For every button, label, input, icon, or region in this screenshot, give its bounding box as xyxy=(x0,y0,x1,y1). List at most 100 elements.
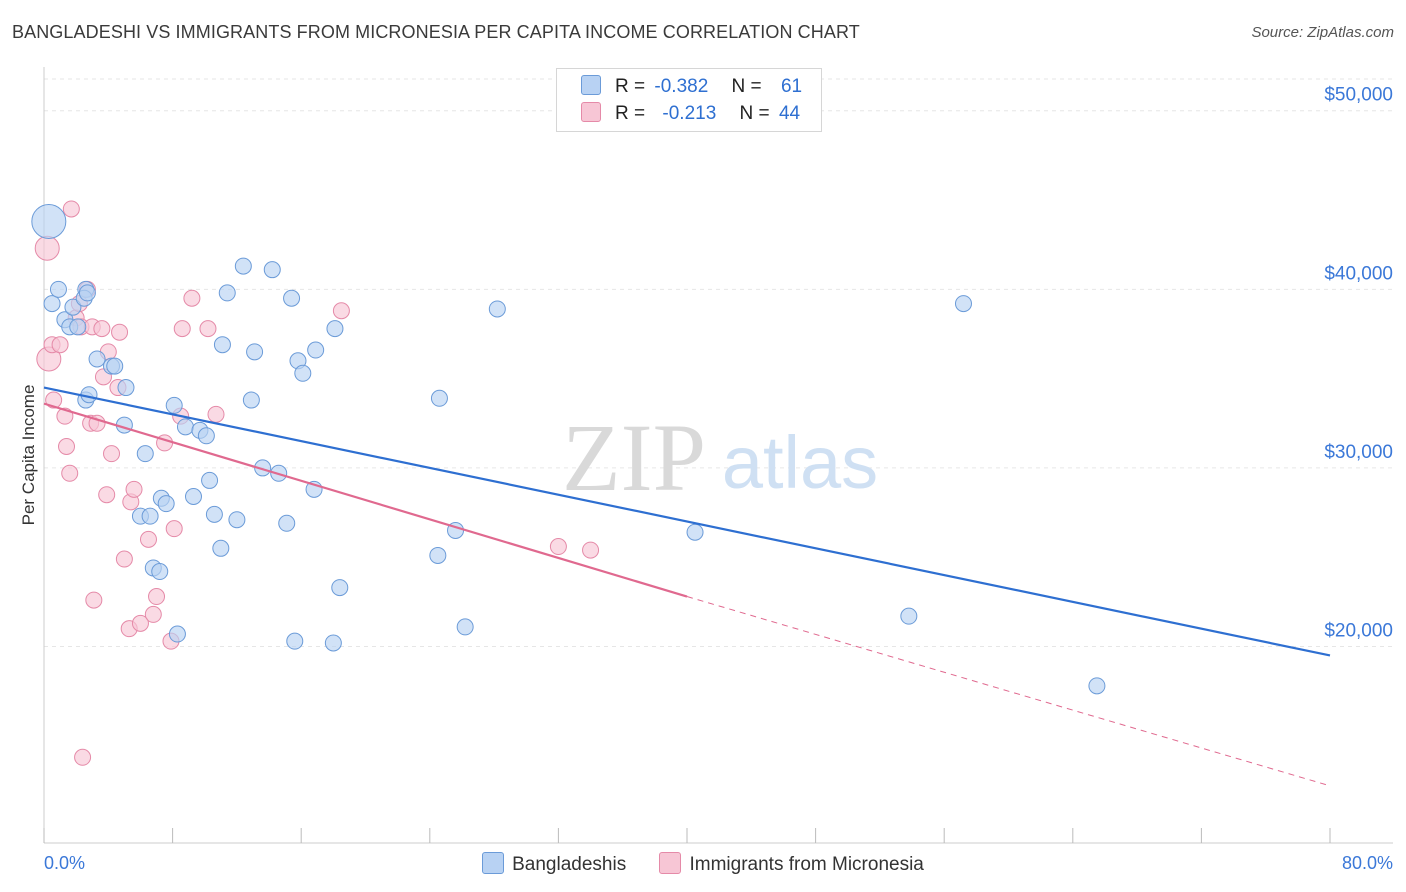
data-point-bangladeshis xyxy=(205,505,223,523)
legend-item-micronesia[interactable]: Immigrants from Micronesia xyxy=(659,852,924,876)
legend-r-label: R = xyxy=(615,76,646,97)
watermark: ZIP atlas xyxy=(562,404,878,511)
data-point-bangladeshis xyxy=(31,203,67,239)
data-point-bangladeshis xyxy=(294,364,312,382)
data-point-micronesia xyxy=(165,520,183,538)
legend-swatch-blue xyxy=(482,852,505,874)
data-point-bangladeshis xyxy=(165,396,183,414)
legend-row-micronesia: R = -0.213 N = 44 xyxy=(581,102,800,126)
data-point-bangladeshis xyxy=(213,336,231,354)
data-point-bangladeshis xyxy=(686,523,704,541)
data-point-micronesia xyxy=(549,538,567,556)
data-point-bangladeshis xyxy=(43,295,61,313)
data-point-bangladeshis xyxy=(168,625,186,643)
legend-row-bangladeshis: R = -0.382 N = 61 xyxy=(581,75,802,99)
data-point-bangladeshis xyxy=(157,495,175,513)
legend-swatch-pink xyxy=(581,102,601,122)
data-point-bangladeshis xyxy=(151,563,169,581)
stats-legend: R = -0.382 N = 61 R = -0.213 N = 44 xyxy=(556,68,822,132)
y-tick-label: $40,000 xyxy=(1324,263,1393,284)
legend-swatch-blue xyxy=(581,75,601,95)
data-point-bangladeshis xyxy=(197,427,215,445)
data-point-micronesia xyxy=(98,486,116,504)
data-point-bangladeshis xyxy=(234,257,252,275)
data-point-micronesia xyxy=(51,336,69,354)
data-point-micronesia xyxy=(199,320,217,338)
trend-line-micronesia xyxy=(43,402,688,598)
watermark-zip: ZIP xyxy=(562,404,706,511)
data-point-bangladeshis xyxy=(136,445,154,463)
data-point-micronesia xyxy=(62,200,80,218)
data-point-bangladeshis xyxy=(69,318,87,336)
y-axis-label: Per Capita Income xyxy=(19,385,38,526)
data-point-micronesia xyxy=(93,320,111,338)
trend-line-micronesia-extrapolated xyxy=(686,596,1331,787)
data-point-micronesia xyxy=(74,748,92,766)
chart-title: BANGLADESHI VS IMMIGRANTS FROM MICRONESI… xyxy=(12,22,860,42)
x-tick-label-min: 0.0% xyxy=(44,853,85,873)
data-point-bangladeshis xyxy=(78,284,96,302)
data-point-bangladeshis xyxy=(263,261,281,279)
data-point-bangladeshis xyxy=(429,546,447,564)
data-point-micronesia xyxy=(103,445,121,463)
y-tick-label: $30,000 xyxy=(1324,442,1393,463)
legend-r-value: -0.213 xyxy=(662,103,717,124)
data-point-micronesia xyxy=(332,302,350,320)
grid-lines xyxy=(44,78,1393,648)
data-point-bangladeshis xyxy=(331,579,349,597)
data-point-bangladeshis xyxy=(201,471,219,489)
trend-line-bangladeshis xyxy=(43,386,1331,657)
series-bangladeshis-points xyxy=(31,203,1106,695)
trend-lines xyxy=(43,386,1331,787)
watermark-atlas: atlas xyxy=(722,421,878,504)
data-point-bangladeshis xyxy=(106,357,124,375)
x-tick-label-max: 80.0% xyxy=(1342,853,1393,873)
data-point-micronesia xyxy=(111,323,129,341)
legend-n-value: 61 xyxy=(780,76,803,97)
axes xyxy=(43,67,1393,844)
data-point-micronesia xyxy=(173,320,191,338)
legend-n-label: N = xyxy=(739,103,770,124)
legend-swatch-pink xyxy=(659,852,682,874)
data-point-micronesia xyxy=(45,391,63,409)
data-point-bangladeshis xyxy=(184,488,202,506)
data-point-micronesia xyxy=(58,437,76,455)
data-point-micronesia xyxy=(125,480,143,498)
legend-n-label: N = xyxy=(731,76,762,97)
data-point-bangladeshis xyxy=(326,320,344,338)
data-point-micronesia xyxy=(34,235,60,261)
legend-label-bangladeshis: Bangladeshis xyxy=(512,854,627,875)
data-point-bangladeshis xyxy=(286,632,304,650)
chart-source: Source: ZipAtlas.com xyxy=(1251,24,1394,41)
data-point-bangladeshis xyxy=(283,289,301,307)
data-point-bangladeshis xyxy=(141,507,159,525)
data-point-bangladeshis xyxy=(88,350,106,368)
data-point-micronesia xyxy=(131,614,149,632)
data-point-micronesia xyxy=(61,464,79,482)
series-legend: Bangladeshis Immigrants from Micronesia xyxy=(0,852,1406,876)
legend-item-bangladeshis[interactable]: Bangladeshis xyxy=(482,852,626,876)
data-point-bangladeshis xyxy=(900,607,918,625)
data-point-bangladeshis xyxy=(430,389,448,407)
legend-r-label: R = xyxy=(615,103,646,124)
data-point-bangladeshis xyxy=(117,379,135,397)
data-point-bangladeshis xyxy=(246,343,264,361)
legend-n-value: 44 xyxy=(778,103,801,124)
data-point-bangladeshis xyxy=(278,514,296,532)
data-point-bangladeshis xyxy=(212,539,230,557)
data-point-bangladeshis xyxy=(307,341,325,359)
data-point-bangladeshis xyxy=(228,511,246,529)
legend-label-micronesia: Immigrants from Micronesia xyxy=(689,854,924,875)
data-point-bangladeshis xyxy=(49,280,67,298)
axis-labels: Per Capita Income 0.0% 80.0% $20,000 $30,… xyxy=(19,85,1393,873)
data-point-micronesia xyxy=(582,541,600,559)
data-point-bangladeshis xyxy=(1088,677,1106,695)
data-point-micronesia xyxy=(139,530,157,548)
data-point-bangladeshis xyxy=(64,298,82,316)
data-point-bangladeshis xyxy=(324,634,342,652)
y-tick-label: $50,000 xyxy=(1324,85,1393,106)
data-point-bangladeshis xyxy=(242,391,260,409)
data-point-micronesia xyxy=(148,588,166,606)
data-point-micronesia xyxy=(85,591,103,609)
data-point-micronesia xyxy=(115,550,133,568)
